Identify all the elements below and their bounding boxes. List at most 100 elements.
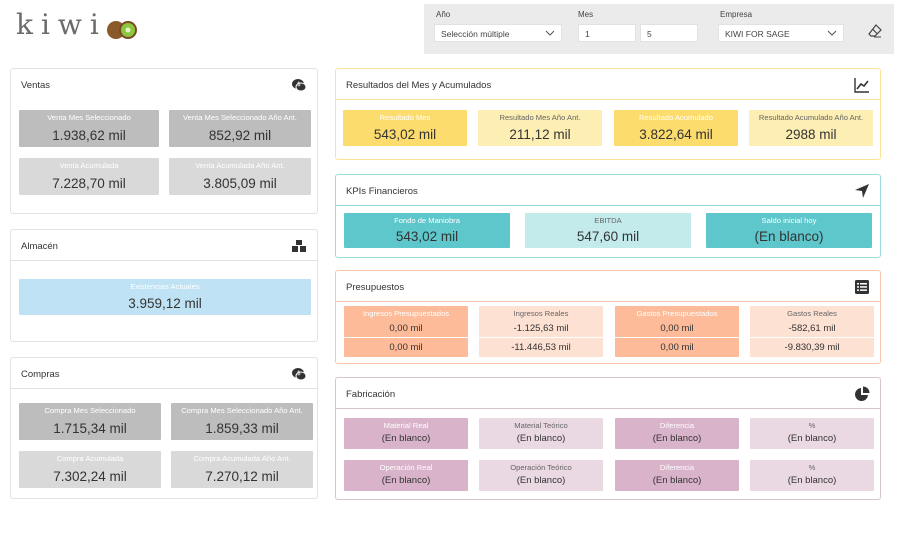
pie-chart-icon bbox=[855, 386, 870, 401]
logo-text: kiwi bbox=[16, 8, 107, 41]
filter-mes-to-value: 5 bbox=[647, 29, 652, 39]
card-value: 2988 mil bbox=[785, 127, 837, 142]
material-teorico-card[interactable]: Material Teórico (En blanco) bbox=[479, 418, 603, 449]
resultados-panel: Resultados del Mes y Acumulados Resultad… bbox=[335, 68, 881, 160]
fabricacion-panel: Fabricación Material Real (En blanco) Ma… bbox=[335, 377, 881, 500]
card-label: Operación Teórico bbox=[510, 463, 572, 472]
material-diferencia-card[interactable]: Diferencia (En blanco) bbox=[615, 418, 739, 449]
almacen-panel: Almacén Existencias Actuales 3.959,12 mi… bbox=[10, 229, 318, 342]
ebitda-card[interactable]: EBITDA 547,60 mil bbox=[525, 213, 691, 248]
resultado-acumulado-card[interactable]: Resultado Acumulado 3.822,64 mil bbox=[614, 110, 738, 146]
card-value: 1.859,33 mil bbox=[205, 421, 279, 436]
card-label: Compra Mes Seleccionado bbox=[44, 406, 136, 415]
card-value: 1.715,34 mil bbox=[53, 421, 127, 436]
card-value: (En blanco) bbox=[381, 433, 431, 444]
resultado-mes-card[interactable]: Resultado Mes 543,02 mil bbox=[343, 110, 467, 146]
material-real-card[interactable]: Material Real (En blanco) bbox=[344, 418, 468, 449]
fondo-maniobra-card[interactable]: Fondo de Maniobra 543,02 mil bbox=[344, 213, 510, 248]
filter-mes-label: Mes bbox=[578, 10, 594, 19]
filter-bar: Año Selección múltiple Mes 1 5 Empresa K… bbox=[424, 4, 894, 54]
ingresos-presupuestados-card[interactable]: Ingresos Presupuestados 0,00 mil 0,00 mi… bbox=[344, 306, 468, 357]
resultado-acumulado-ano-ant-card[interactable]: Resultado Acumulado Año Ant. 2988 mil bbox=[749, 110, 873, 146]
card-label: Operación Real bbox=[379, 463, 433, 472]
svg-text:$: $ bbox=[297, 81, 301, 88]
ventas-panel: Ventas $ Venta Mes Seleccionado 1.938,62… bbox=[10, 68, 318, 214]
card-label: Resultado Acumulado Año Ant. bbox=[758, 113, 864, 122]
filter-mes-to-input[interactable]: 5 bbox=[640, 24, 698, 42]
card-label: Saldo inicial hoy bbox=[761, 216, 817, 225]
card-label: Material Teórico bbox=[514, 421, 568, 430]
card-value: (En blanco) bbox=[516, 475, 566, 486]
boxes-icon bbox=[292, 240, 306, 252]
gastos-presupuestados-card[interactable]: Gastos Presupuestados 0,00 mil 0,00 mil bbox=[615, 306, 739, 357]
card-label: Venta Acumulada bbox=[59, 161, 119, 170]
card-value: 1.938,62 mil bbox=[52, 128, 126, 143]
filter-empresa-label: Empresa bbox=[720, 10, 753, 19]
clear-filters-eraser-icon[interactable] bbox=[868, 24, 882, 38]
card-label: Gastos Presupuestados bbox=[636, 309, 718, 318]
chevron-down-icon bbox=[545, 30, 555, 36]
header: kiwi Año Selección múltiple Mes 1 5 Empr… bbox=[0, 0, 900, 56]
card-value: (En blanco) bbox=[652, 433, 702, 444]
venta-mes-card[interactable]: Venta Mes Seleccionado 1.938,62 mil bbox=[19, 110, 159, 147]
existencias-card[interactable]: Existencias Actuales 3.959,12 mil bbox=[19, 279, 311, 315]
svg-text:$: $ bbox=[297, 370, 301, 377]
card-label: EBITDA bbox=[594, 216, 622, 225]
card-divider bbox=[615, 337, 739, 338]
compras-title: Compras bbox=[21, 369, 60, 380]
compra-acumulada-card[interactable]: Compra Acumulada 7.302,24 mil bbox=[19, 451, 161, 488]
operacion-real-card[interactable]: Operación Real (En blanco) bbox=[344, 460, 468, 491]
kpis-panel: KPIs Financieros Fondo de Maniobra 543,0… bbox=[335, 174, 881, 258]
compra-acumulada-ano-ant-card[interactable]: Compra Acumulada Año Ant. 7.270,12 mil bbox=[171, 451, 313, 488]
card-value-month: -582,61 mil bbox=[788, 323, 836, 334]
venta-mes-ano-ant-card[interactable]: Venta Mes Seleccionado Año Ant. 852,92 m… bbox=[169, 110, 311, 147]
card-divider bbox=[344, 337, 468, 338]
ventas-title: Ventas bbox=[21, 80, 51, 91]
card-label: Resultado Mes bbox=[379, 113, 431, 122]
card-value: (En blanco) bbox=[516, 433, 566, 444]
card-value-month: -1.125,63 mil bbox=[513, 323, 569, 334]
card-label: Resultado Acumulado bbox=[639, 113, 713, 122]
kiwi-logo: kiwi bbox=[16, 8, 137, 46]
card-value: 547,60 mil bbox=[576, 229, 640, 244]
operacion-porcentaje-card[interactable]: % (En blanco) bbox=[750, 460, 874, 491]
filter-empresa-dropdown[interactable]: KIWI FOR SAGE bbox=[718, 24, 844, 42]
operacion-teorico-card[interactable]: Operación Teórico (En blanco) bbox=[479, 460, 603, 491]
trend-chart-icon bbox=[854, 78, 869, 93]
card-value: 3.822,64 mil bbox=[639, 127, 713, 142]
card-value: 7.270,12 mil bbox=[205, 469, 279, 484]
filter-anio-label: Año bbox=[436, 10, 451, 19]
card-value-month: 0,00 mil bbox=[660, 323, 694, 334]
card-value: 852,92 mil bbox=[208, 128, 272, 143]
divider bbox=[11, 388, 317, 389]
venta-acumulada-ano-ant-card[interactable]: Venta Acumulada Año Ant. 3.805,09 mil bbox=[169, 158, 311, 195]
material-porcentaje-card[interactable]: % (En blanco) bbox=[750, 418, 874, 449]
card-value: 3.805,09 mil bbox=[203, 176, 277, 191]
location-arrow-icon bbox=[855, 184, 869, 198]
filter-anio-value: Selección múltiple bbox=[441, 29, 510, 39]
venta-acumulada-card[interactable]: Venta Acumulada 7.228,70 mil bbox=[19, 158, 159, 195]
gastos-reales-card[interactable]: Gastos Reales -582,61 mil -9.830,39 mil bbox=[750, 306, 874, 357]
card-label: Diferencia bbox=[659, 463, 695, 472]
card-value-accum: -11.446,53 mil bbox=[511, 342, 571, 353]
operacion-diferencia-card[interactable]: Diferencia (En blanco) bbox=[615, 460, 739, 491]
compra-mes-ano-ant-card[interactable]: Compra Mes Seleccionado Año Ant. 1.859,3… bbox=[171, 403, 313, 440]
card-label: % bbox=[808, 463, 816, 472]
card-label: Ingresos Reales bbox=[513, 309, 569, 318]
card-label: Venta Mes Seleccionado bbox=[47, 113, 131, 122]
filter-anio-dropdown[interactable]: Selección múltiple bbox=[434, 24, 562, 42]
card-label: Ingresos Presupuestados bbox=[362, 309, 450, 318]
filter-mes-from-input[interactable]: 1 bbox=[578, 24, 636, 42]
ingresos-reales-card[interactable]: Ingresos Reales -1.125,63 mil -11.446,53… bbox=[479, 306, 603, 357]
list-icon bbox=[855, 280, 869, 294]
resultado-mes-ano-ant-card[interactable]: Resultado Mes Año Ant. 211,12 mil bbox=[478, 110, 602, 146]
card-label: Gastos Reales bbox=[787, 309, 837, 318]
card-value-accum: -9.830,39 mil bbox=[784, 342, 840, 353]
card-value-accum: 0,00 mil bbox=[389, 342, 423, 353]
divider bbox=[336, 205, 880, 206]
card-label: Compra Mes Seleccionado Año Ant. bbox=[181, 406, 303, 415]
card-label: Resultado Mes Año Ant. bbox=[499, 113, 581, 122]
compra-mes-card[interactable]: Compra Mes Seleccionado 1.715,34 mil bbox=[19, 403, 161, 440]
saldo-inicial-card[interactable]: Saldo inicial hoy (En blanco) bbox=[706, 213, 872, 248]
card-value: (En blanco) bbox=[381, 475, 431, 486]
